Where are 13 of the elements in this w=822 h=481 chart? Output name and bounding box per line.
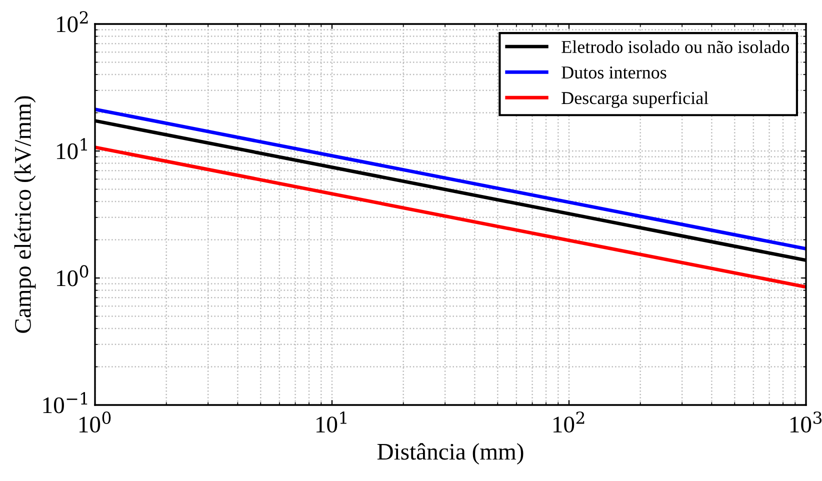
legend-label: Eletrodo isolado ou não isolado (562, 40, 790, 54)
y-axis-title: Campo elétrico (kV/mm) (14, 96, 36, 333)
x-tick-label: 10$^{1}$ (316, 411, 346, 433)
y-tick-label: 10$^{−1}$ (43, 392, 88, 414)
x-tick-label: 10$^{0}$ (79, 411, 111, 433)
x-tick-label: 10$^{3}$ (790, 411, 822, 433)
y-tick-label: 10$^{1}$ (57, 138, 87, 160)
x-axis-title: Distância (mm) (377, 443, 524, 465)
y-tick-label: 10$^{2}$ (57, 11, 88, 32)
legend-label: Dutos internos (562, 66, 666, 79)
legend-label: Descarga superficial (562, 91, 708, 108)
x-tick-label: 10$^{2}$ (553, 411, 584, 433)
y-tick-label: 10$^{0}$ (57, 265, 88, 286)
